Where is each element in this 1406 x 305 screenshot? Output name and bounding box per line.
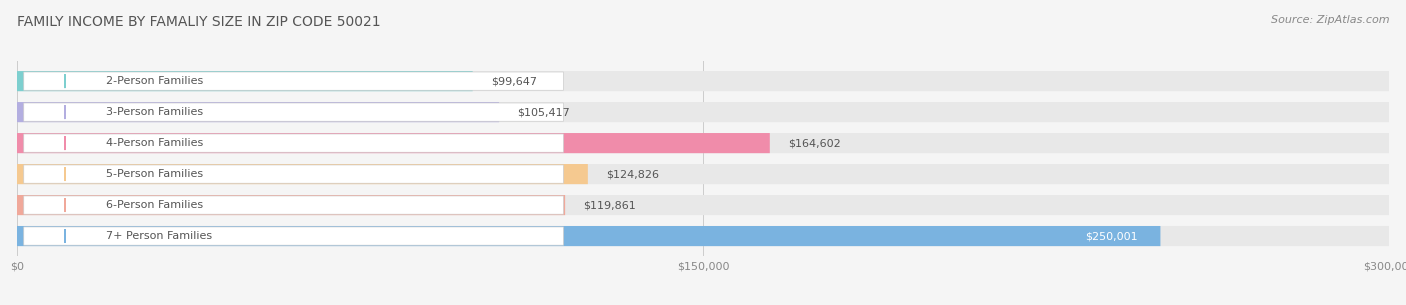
Text: $250,001: $250,001 (1085, 231, 1137, 241)
FancyBboxPatch shape (24, 227, 564, 245)
Text: 2-Person Families: 2-Person Families (105, 76, 204, 86)
FancyBboxPatch shape (17, 164, 588, 184)
FancyBboxPatch shape (24, 134, 564, 152)
FancyBboxPatch shape (17, 71, 472, 91)
FancyBboxPatch shape (17, 226, 1160, 246)
FancyBboxPatch shape (17, 164, 1389, 184)
Text: 6-Person Families: 6-Person Families (105, 200, 204, 210)
Text: 5-Person Families: 5-Person Families (105, 169, 204, 179)
FancyBboxPatch shape (17, 133, 770, 153)
FancyBboxPatch shape (17, 71, 1389, 91)
FancyBboxPatch shape (24, 72, 564, 90)
Text: Source: ZipAtlas.com: Source: ZipAtlas.com (1271, 15, 1389, 25)
FancyBboxPatch shape (17, 133, 1389, 153)
Text: $119,861: $119,861 (583, 200, 636, 210)
Text: $164,602: $164,602 (789, 138, 841, 148)
FancyBboxPatch shape (17, 226, 1389, 246)
FancyBboxPatch shape (17, 195, 565, 215)
FancyBboxPatch shape (24, 196, 564, 214)
Text: $124,826: $124,826 (606, 169, 659, 179)
FancyBboxPatch shape (17, 102, 499, 122)
FancyBboxPatch shape (17, 102, 1389, 122)
Text: $99,647: $99,647 (491, 76, 537, 86)
Text: 3-Person Families: 3-Person Families (105, 107, 204, 117)
Text: 7+ Person Families: 7+ Person Families (105, 231, 212, 241)
Text: $105,417: $105,417 (517, 107, 569, 117)
Text: 4-Person Families: 4-Person Families (105, 138, 204, 148)
FancyBboxPatch shape (17, 195, 1389, 215)
FancyBboxPatch shape (24, 103, 564, 121)
FancyBboxPatch shape (24, 165, 564, 183)
Text: FAMILY INCOME BY FAMALIY SIZE IN ZIP CODE 50021: FAMILY INCOME BY FAMALIY SIZE IN ZIP COD… (17, 15, 381, 29)
